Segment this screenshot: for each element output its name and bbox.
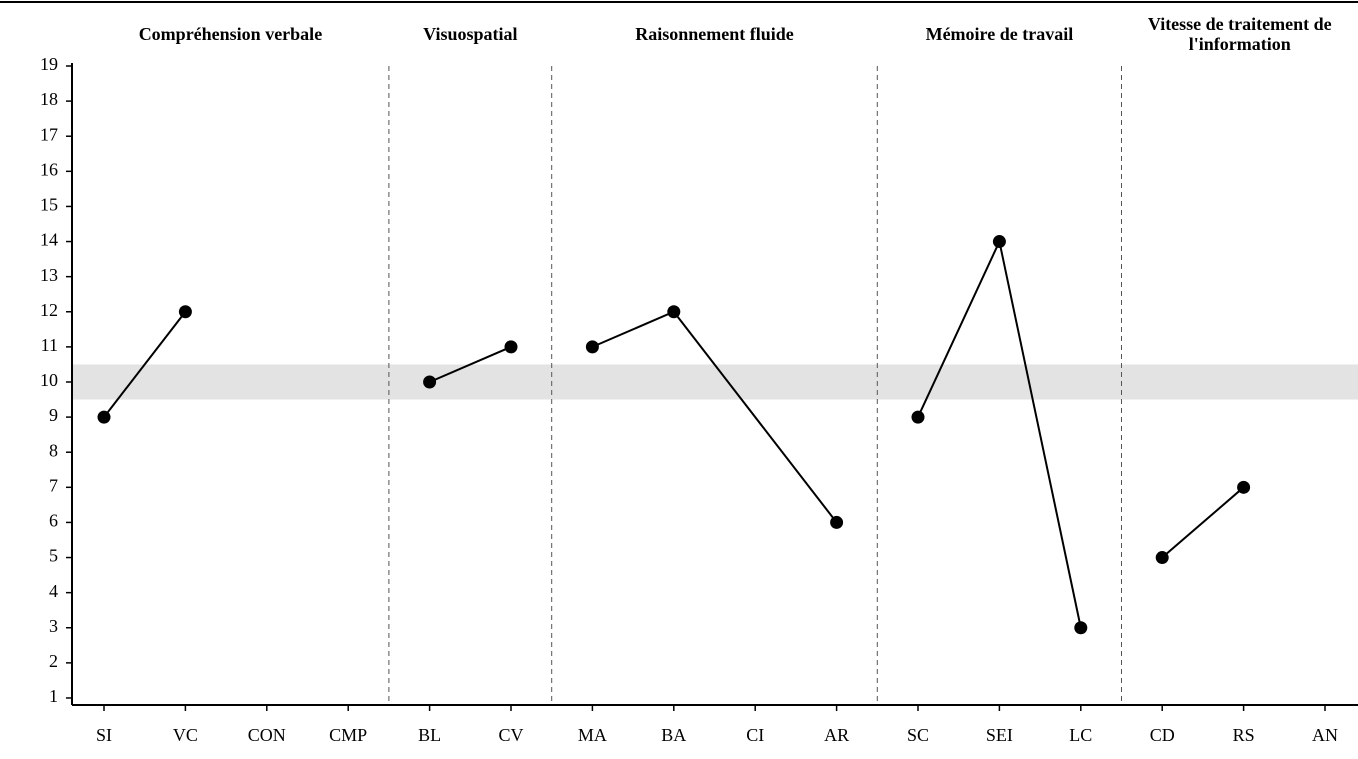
- average-band: [72, 364, 1358, 400]
- x-tick-label: BL: [418, 725, 441, 745]
- y-tick-label: 13: [40, 265, 58, 285]
- y-tick-label: 4: [49, 581, 58, 601]
- x-tick-label: SEI: [986, 725, 1013, 745]
- y-tick-label: 19: [40, 54, 58, 74]
- point: [830, 515, 844, 529]
- point: [504, 340, 518, 354]
- point: [423, 375, 437, 389]
- x-tick-label: MA: [578, 725, 607, 745]
- y-tick-label: 18: [40, 89, 58, 109]
- point: [1074, 621, 1088, 635]
- point: [178, 305, 192, 319]
- y-tick-label: 3: [49, 616, 58, 636]
- y-tick-label: 2: [49, 651, 58, 671]
- point: [1155, 551, 1169, 565]
- y-tick-label: 5: [49, 546, 58, 566]
- group-label: Vitesse de traitement de l'information: [1147, 14, 1332, 54]
- x-tick-label: LC: [1069, 725, 1092, 745]
- x-tick-label: CMP: [329, 725, 367, 745]
- x-tick-label: CV: [498, 725, 523, 745]
- point: [97, 410, 111, 424]
- point: [992, 235, 1006, 249]
- y-tick-label: 15: [40, 195, 58, 215]
- point: [667, 305, 681, 319]
- y-tick-label: 6: [49, 511, 58, 531]
- y-tick-label: 1: [49, 686, 58, 706]
- y-tick-label: 7: [49, 475, 58, 495]
- y-tick-label: 12: [40, 300, 58, 320]
- x-tick-label: CON: [248, 725, 286, 745]
- y-tick-label: 8: [49, 440, 58, 460]
- x-tick-label: AR: [824, 725, 849, 745]
- group-label: Visuospatial: [423, 24, 518, 44]
- profile-line: [1161, 486, 1245, 559]
- point: [911, 410, 925, 424]
- x-tick-label: BA: [661, 725, 686, 745]
- profile-line: [103, 311, 187, 418]
- y-tick-label: 17: [40, 124, 58, 144]
- x-tick-label: CI: [746, 725, 764, 745]
- x-tick-label: AN: [1312, 725, 1338, 745]
- profile-line: [429, 345, 512, 383]
- y-tick-label: 14: [40, 230, 58, 250]
- y-tick-label: 16: [40, 159, 58, 179]
- x-tick-label: CD: [1150, 725, 1175, 745]
- x-tick-label: RS: [1233, 725, 1255, 745]
- profile-line: [917, 238, 1082, 628]
- y-tick-label: 9: [49, 405, 58, 425]
- x-tick-label: SC: [907, 725, 929, 745]
- x-tick-label: SI: [96, 725, 112, 745]
- x-tick-label: VC: [173, 725, 198, 745]
- y-tick-label: 11: [41, 335, 58, 355]
- group-label: Mémoire de travail: [925, 24, 1074, 44]
- point: [585, 340, 599, 354]
- group-label: Compréhension verbale: [138, 24, 323, 44]
- point: [1237, 480, 1251, 494]
- group-label: Raisonnement fluide: [635, 24, 794, 44]
- profile-line: [592, 310, 838, 524]
- y-tick-label: 10: [40, 370, 58, 390]
